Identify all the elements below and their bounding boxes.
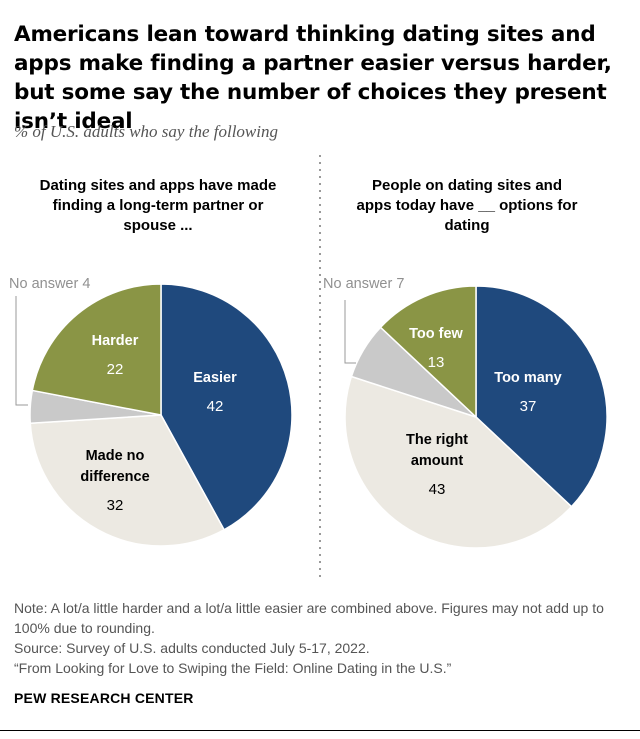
- pie-charts-svg: Dating sites and apps have made finding a…: [9, 155, 608, 582]
- pie-2-slice-label: Too many: [494, 370, 561, 386]
- pie-1-slice-value: 42: [207, 398, 224, 415]
- pie-2-callout-label: No answer 7: [323, 276, 404, 292]
- pie-2-slice-value: 13: [428, 354, 445, 371]
- pie-1-slice-label: Harder: [92, 333, 139, 349]
- chart-footer: Note: A lot/a little harder and a lot/a …: [14, 598, 629, 678]
- pie-2-slice-label: The right: [406, 432, 468, 448]
- pie-1-slice: [160, 283, 293, 531]
- pie-2-callout-line: [344, 300, 356, 364]
- pie-1-heading-line: finding a long-term partner or: [53, 197, 264, 214]
- pie-2-slice: [475, 285, 608, 508]
- pie-2-slice-label: Too few: [409, 326, 463, 342]
- pie-charts-area: Dating sites and apps have made finding a…: [0, 150, 640, 590]
- footer-note: Note: A lot/a little harder and a lot/a …: [14, 600, 604, 636]
- pie-1-slice-value: 32: [107, 497, 124, 514]
- pie-1-slice-value: 22: [107, 361, 124, 378]
- chart-title: Americans lean toward thinking dating si…: [14, 22, 612, 134]
- pie-1-slice-label: Made no: [86, 448, 145, 464]
- pie-1-slice: [31, 283, 162, 416]
- pie-2-heading-line: apps today have __ options for: [357, 197, 578, 214]
- pie-2-heading-line: People on dating sites and: [372, 177, 562, 194]
- pie-1-callout-label: No answer 4: [9, 276, 90, 292]
- footer-source: Source: Survey of U.S. adults conducted …: [14, 640, 370, 656]
- pie-1-heading-line: spouse ...: [123, 217, 192, 234]
- bottom-rule: [0, 730, 640, 731]
- chart-subtitle: % of U.S. adults who say the following: [14, 122, 278, 141]
- pie-2-slice-value: 43: [429, 481, 446, 498]
- pie-2-slice-label: amount: [411, 453, 464, 469]
- pie-2-heading-line: dating: [445, 217, 490, 234]
- pie-2-slice: [344, 375, 573, 549]
- pie-1-callout-line: [15, 296, 28, 406]
- pie-1-slice: [29, 414, 226, 547]
- footer-report: “From Looking for Love to Swiping the Fi…: [14, 660, 452, 676]
- pie-1-heading-line: Dating sites and apps have made: [40, 177, 277, 194]
- brand-logo-text: PEW RESEARCH CENTER: [14, 690, 194, 706]
- pie-1-slice-label: Easier: [193, 370, 237, 386]
- pie-1-slice-label: difference: [80, 469, 149, 485]
- pie-2-slice-value: 37: [520, 398, 537, 415]
- pie-2-slice: [379, 285, 477, 419]
